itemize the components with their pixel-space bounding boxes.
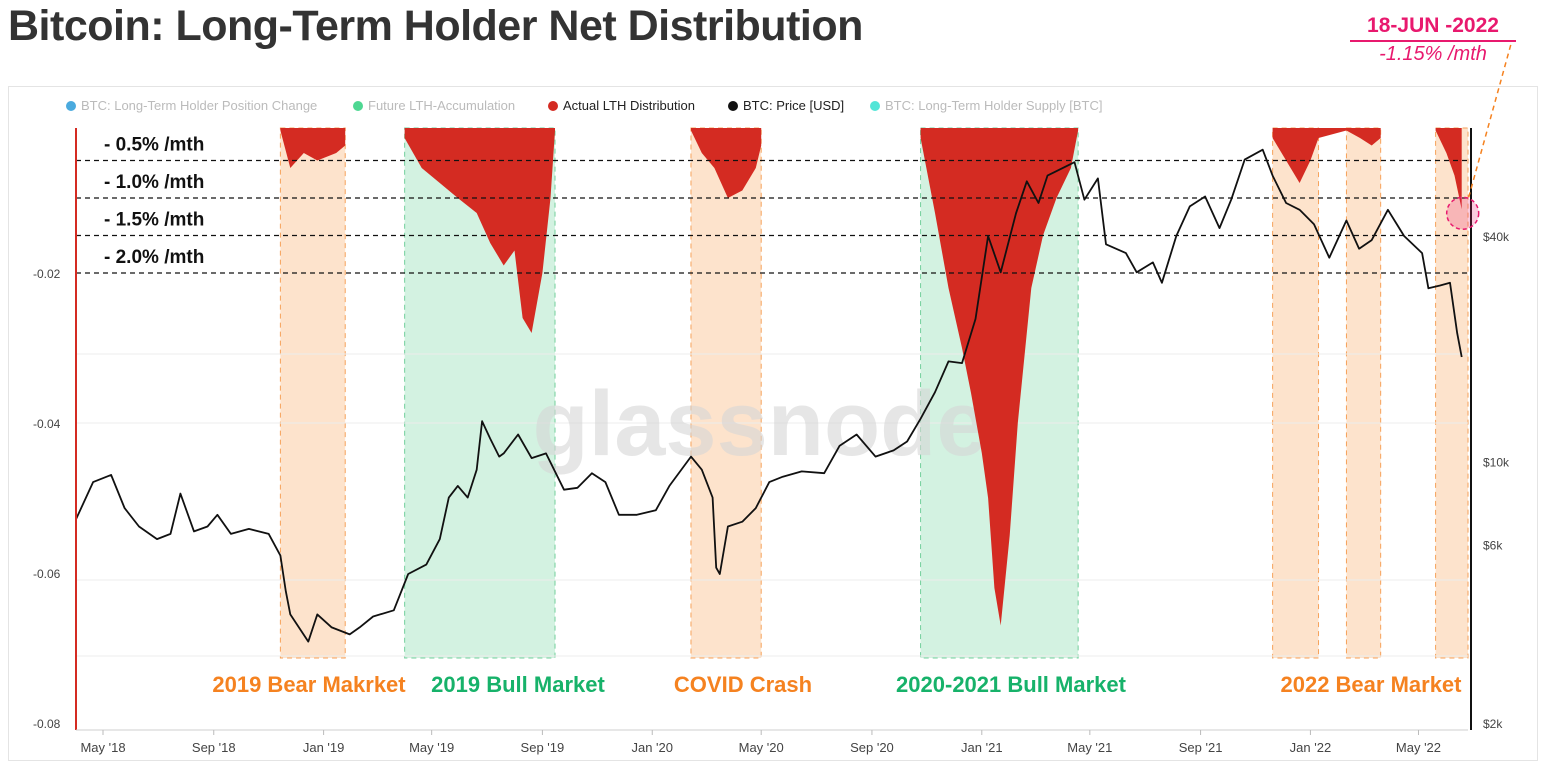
- threshold-label: - 1.0% /mth: [104, 172, 204, 193]
- regime-band: [279, 127, 346, 659]
- regime-label: COVID Crash: [674, 672, 812, 697]
- callout-leader: [1467, 43, 1512, 198]
- callout-date: 18-JUN -2022: [1367, 14, 1499, 37]
- legend-swatch: [870, 101, 880, 111]
- x-tick-label: Sep '19: [521, 740, 565, 755]
- callout-marker: [1445, 43, 1512, 230]
- y-right-tick-label: $6k: [1483, 538, 1503, 552]
- legend-swatch: [728, 101, 738, 111]
- y-left-tick-label: -0.02: [33, 267, 61, 281]
- regime-label: 2022 Bear Market: [1280, 672, 1462, 697]
- legend-label: BTC: Price [USD]: [743, 98, 844, 113]
- distribution-area: [280, 128, 346, 168]
- distribution-area: [404, 128, 556, 333]
- threshold-label: - 0.5% /mth: [104, 135, 204, 156]
- distribution-area: [1272, 128, 1381, 183]
- price-series: [75, 148, 1463, 643]
- price-line: [75, 148, 1463, 643]
- callout-circle: [1445, 196, 1480, 230]
- gridlines: [76, 353, 1468, 657]
- watermark: glassnode: [532, 373, 987, 475]
- legend-label: BTC: Long-Term Holder Supply [BTC]: [885, 98, 1102, 113]
- regime-label: 2019 Bull Market: [431, 672, 605, 697]
- distribution-area: [690, 128, 762, 198]
- x-tick-label: May '19: [409, 740, 454, 755]
- y-left-tick-label: -0.08: [33, 717, 61, 731]
- chart-frame: [8, 86, 1538, 761]
- legend-label: Actual LTH Distribution: [563, 98, 695, 113]
- x-tick-label: Jan '19: [303, 740, 345, 755]
- legend-swatch: [66, 101, 76, 111]
- regime-band: [690, 127, 762, 659]
- y-right-tick-label: $40k: [1483, 230, 1510, 244]
- x-tick-label: May '20: [739, 740, 784, 755]
- y-right-tick-label: $10k: [1483, 455, 1510, 469]
- threshold-label: - 1.5% /mth: [104, 210, 204, 231]
- threshold-lines: - 0.5% /mth - 1.0% /mth - 1.5% /mth - 2.0% …: [76, 135, 1468, 274]
- legend-item[interactable]: Actual LTH Distribution: [548, 98, 695, 113]
- callout-underline: [1350, 40, 1516, 42]
- x-tick-label: May '21: [1067, 740, 1112, 755]
- legend-swatch: [353, 101, 363, 111]
- axes: May '18 Sep '18 Jan '19 May '19 Sep '19 Jan '…: [33, 128, 1510, 755]
- regime-band: [1435, 127, 1469, 659]
- regime-band: [1345, 127, 1382, 659]
- x-tick-label: Jan '22: [1290, 740, 1332, 755]
- y-right-tick-label: $2k: [1483, 717, 1503, 731]
- legend: BTC: Long-Term Holder Position Change Fut…: [66, 98, 1102, 113]
- regime-bands: [279, 127, 1469, 659]
- legend-label: Future LTH-Accumulation: [368, 98, 515, 113]
- y-left-tick-label: -0.04: [33, 417, 61, 431]
- x-tick-label: Sep '18: [192, 740, 236, 755]
- legend-item[interactable]: BTC: Price [USD]: [728, 98, 844, 113]
- x-tick-label: Sep '20: [850, 740, 894, 755]
- distribution-series: [280, 128, 1462, 626]
- legend-swatch: [548, 101, 558, 111]
- regime-label: 2020-2021 Bull Market: [896, 672, 1127, 697]
- legend-item[interactable]: BTC: Long-Term Holder Position Change: [66, 98, 317, 113]
- regime-band: [1272, 127, 1320, 659]
- distribution-area: [1435, 128, 1462, 210]
- page-title: Bitcoin: Long-Term Holder Net Distributi…: [8, 2, 863, 50]
- callout-value: -1.15% /mth: [1379, 43, 1487, 65]
- threshold-label: - 2.0% /mth: [104, 247, 204, 268]
- distribution-area: [920, 128, 1079, 626]
- x-tick-label: May '18: [80, 740, 125, 755]
- legend-label: BTC: Long-Term Holder Position Change: [81, 98, 317, 113]
- legend-item[interactable]: Future LTH-Accumulation: [353, 98, 515, 113]
- legend-item[interactable]: BTC: Long-Term Holder Supply [BTC]: [870, 98, 1102, 113]
- regime-label: 2019 Bear Makrket: [212, 672, 406, 697]
- x-tick-label: Jan '20: [631, 740, 673, 755]
- regime-labels: 2019 Bear Makrket 2019 Bull Market COVID C…: [212, 672, 1462, 697]
- x-tick-label: May '22: [1396, 740, 1441, 755]
- x-tick-label: Jan '21: [961, 740, 1003, 755]
- y-left-tick-label: -0.06: [33, 567, 61, 581]
- x-tick-label: Sep '21: [1179, 740, 1223, 755]
